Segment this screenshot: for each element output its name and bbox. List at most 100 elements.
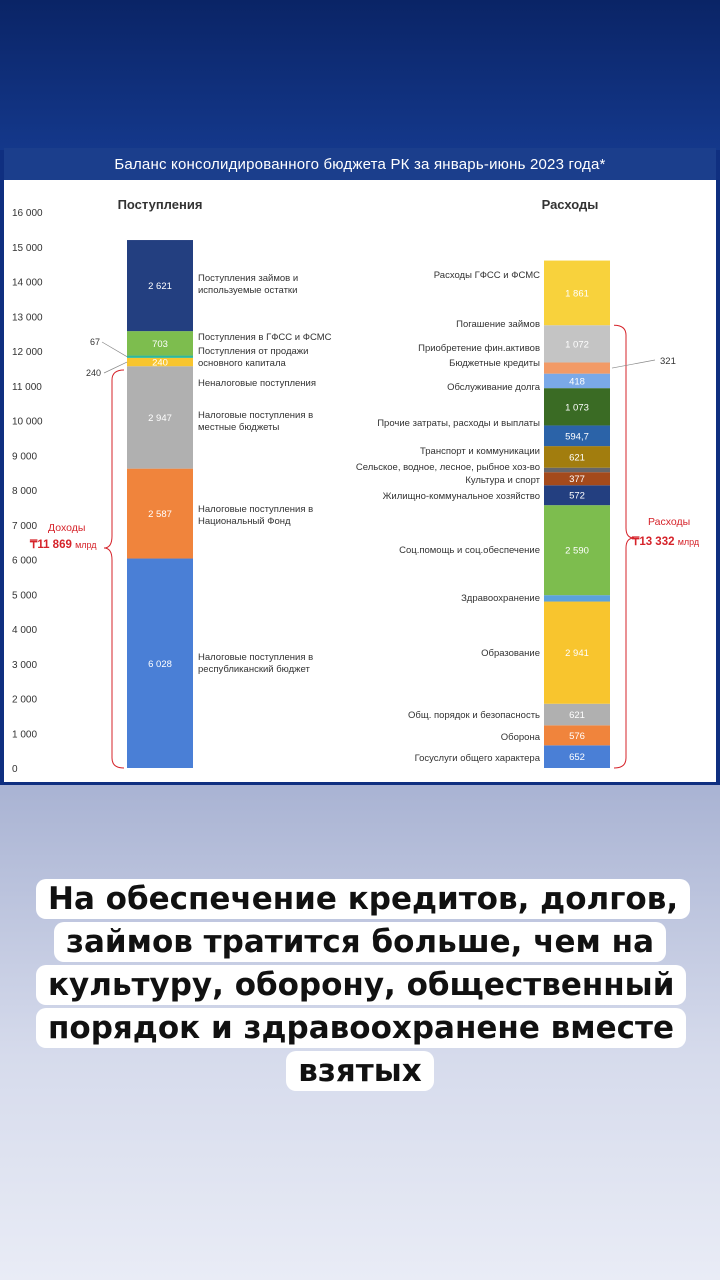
expense-category-label: Прочие затраты, расходы и выплаты: [377, 418, 540, 429]
y-tick-label: 15 000: [12, 243, 43, 254]
bar-segment: [127, 331, 193, 356]
segment-value-label: 2 590: [565, 546, 589, 557]
segment-value-label: 2 621: [148, 281, 172, 292]
annotations: Поступления Расходы Налоговые поступления …: [29, 197, 700, 769]
bar-segment: [544, 601, 610, 704]
income-category-label: Поступления в ГФСС и ФСМС: [198, 332, 332, 343]
segment-value-label: 377: [569, 474, 585, 485]
y-tick-label: 9 000: [12, 451, 37, 462]
bar-segment: [544, 446, 610, 468]
leader-line: [611, 359, 656, 369]
expense-category-label: Расходы ГФСС и ФСМС: [434, 270, 540, 281]
segment-value-label: 621: [569, 452, 585, 463]
expense-total-label: Расходы: [648, 516, 690, 528]
y-axis: 0 1 000 2 000 3 000 4 000 5 000 6 000 7 000 8 00…: [12, 208, 43, 775]
expense-category-label: Культура и спорт: [465, 475, 540, 486]
bar-segment: [127, 558, 193, 768]
bar-segment: [127, 366, 193, 469]
bar-segment: [544, 745, 610, 768]
bar-segment: [544, 260, 610, 326]
expense-category-label: Приобретение фин.активов: [418, 343, 540, 354]
income-total-value: ₸11 869 млрд: [29, 539, 97, 551]
segment-value-label: 2 947: [148, 413, 172, 424]
expense-total-value: ₸13 332 млрд: [631, 536, 700, 548]
segment-value-label: 418: [569, 376, 585, 387]
income-category-label: Налоговые поступления в местные бюджеты: [198, 410, 313, 433]
expense-category-label: Сельское, водное, лесное, рыбное хоз-во: [356, 462, 540, 473]
y-tick-label: 16 000: [12, 208, 43, 219]
bar-segment: [544, 362, 610, 374]
income-column: 6 028 2 587 2 947 240 703 2 621: [127, 240, 193, 768]
bar-segment: [127, 468, 193, 559]
bar-segment: [544, 595, 610, 602]
top-background: [0, 0, 720, 150]
y-tick-label: 5 000: [12, 590, 37, 601]
bar-segment: [544, 703, 610, 726]
y-tick-label: 3 000: [12, 660, 37, 671]
segment-value-label: 621: [569, 710, 585, 721]
bar-segment: [127, 357, 193, 367]
segment-value-label: 572: [569, 491, 585, 502]
y-tick-label: 12 000: [12, 347, 43, 358]
bar-segment: [127, 240, 193, 332]
expense-category-label: Соц.помощь и соц.обеспечение: [399, 545, 540, 556]
income-category-label: Налоговые поступления в республиканский б…: [198, 652, 313, 675]
budget-chart: 0 1 000 2 000 3 000 4 000 5 000 6 000 7 000 8 00…: [12, 197, 700, 775]
y-tick-label: 11 000: [12, 382, 42, 393]
caption-text: На обеспечение кредитов, долгов, займов …: [36, 879, 691, 1091]
y-tick-label: 2 000: [12, 695, 37, 706]
income-category-label: Налоговые поступления в Национальный Фонд: [198, 504, 313, 527]
income-category-label: Поступления от продажи основного капитала: [198, 346, 308, 369]
leader-line: [101, 341, 128, 358]
expense-category-label: Здравоохранение: [461, 593, 540, 604]
expense-category-label: Общ. порядок и безопасность: [408, 710, 540, 721]
y-tick-label: 13 000: [12, 312, 43, 323]
expense-header: Расходы: [542, 197, 599, 212]
bar-segment: [544, 425, 610, 447]
income-bracket: [103, 369, 125, 769]
expense-category-label: Транспорт и коммуникации: [420, 446, 540, 457]
y-tick-label: 4 000: [12, 625, 37, 636]
bar-segment: [544, 373, 610, 389]
y-tick-label: 10 000: [12, 417, 43, 428]
bar-segment: [544, 485, 610, 506]
y-tick-label: 8 000: [12, 486, 37, 497]
y-tick-label: 1 000: [12, 729, 37, 740]
chart-title: Баланс консолидированного бюджета РК за …: [4, 148, 716, 180]
bar-segment: [544, 505, 610, 596]
expense-category-label: Жилищно-коммунальное хозяйство: [383, 491, 540, 502]
expense-category-label: Обслуживание долга: [447, 382, 541, 393]
segment-value-label: 652: [569, 752, 585, 763]
segment-value-label: 240: [152, 358, 168, 369]
segment-value-label: 2 587: [148, 509, 172, 520]
y-tick-label: 14 000: [12, 278, 43, 289]
bar-segment: [544, 325, 610, 363]
leader-line: [103, 361, 128, 374]
expense-column: 652 576 621 2 941 2 590 572 377 621 594,7 1 073 41…: [544, 260, 610, 768]
expense-category-label: Погашение займов: [456, 319, 540, 330]
bar-segment: [127, 355, 193, 358]
income-small-value-label: 240: [86, 368, 101, 378]
y-tick-label: 7 000: [12, 521, 37, 532]
expense-category-label: Бюджетные кредиты: [449, 358, 540, 369]
y-tick-label: 0: [12, 764, 18, 775]
bar-segment: [544, 725, 610, 746]
segment-value-label: 6 028: [148, 659, 172, 670]
income-category-label: Неналоговые поступления: [198, 378, 316, 389]
expense-small-value-label: 321: [660, 356, 676, 367]
segment-value-label: 1 861: [565, 288, 589, 299]
expense-category-label: Оборона: [501, 732, 541, 743]
segment-value-label: 594,7: [565, 431, 589, 442]
segment-value-label: 1 073: [565, 402, 589, 413]
expense-category-label: Образование: [481, 648, 540, 659]
segment-value-label: 576: [569, 731, 585, 742]
caption: На обеспечение кредитов, долгов, займов …: [36, 878, 691, 1093]
income-total-label: Доходы: [48, 522, 85, 534]
bar-segment: [544, 388, 610, 426]
income-category-label: Поступления займов и используемые остатки: [198, 273, 298, 296]
income-small-value-label: 67: [90, 337, 100, 347]
expense-category-label: Госуслуги общего характера: [415, 753, 541, 764]
y-tick-label: 6 000: [12, 556, 37, 567]
income-header: Поступления: [118, 197, 203, 212]
bar-segment: [544, 472, 610, 486]
